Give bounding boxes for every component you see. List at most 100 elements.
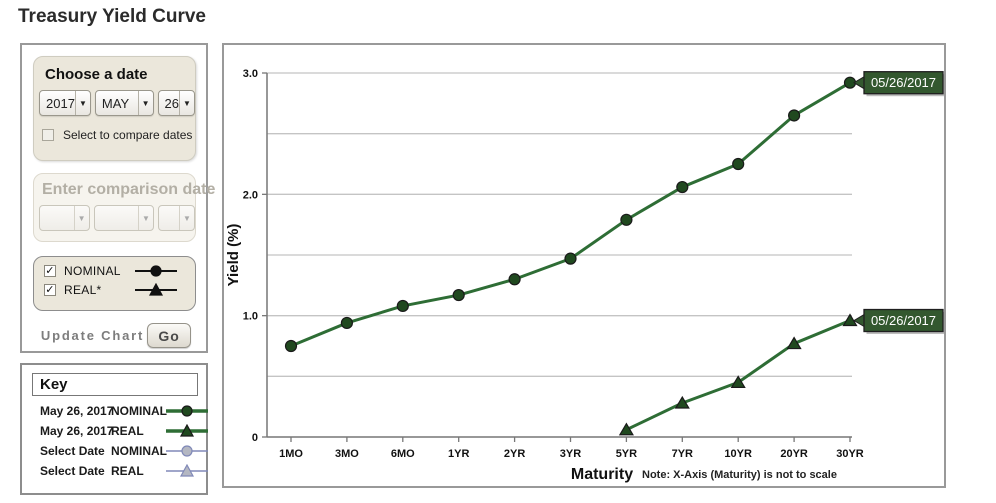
y-tick-label: 3.0 bbox=[243, 68, 258, 80]
real-toggle-row: ✓ REAL* bbox=[34, 278, 195, 297]
chart-panel: 0 1.0 2.0 3.0 1MO 3MO 6MO 1YR 2YR 3YR 5YR 7YR 10YR 20… bbox=[222, 43, 946, 488]
callout-date-label: 05/26/2017 bbox=[871, 75, 936, 90]
axis-note: Note: X-Axis (Maturity) is not to scale bbox=[642, 469, 837, 481]
x-tick-label: 1YR bbox=[448, 448, 469, 460]
nominal-data-point bbox=[396, 299, 409, 313]
y-tick-label: 0 bbox=[252, 432, 258, 444]
circle-marker-symbol bbox=[166, 445, 208, 457]
x-tick-label: 5YR bbox=[616, 448, 637, 460]
choose-date-title: Choose a date bbox=[45, 66, 148, 83]
key-series: REAL bbox=[111, 424, 144, 438]
x-tick-label: 2YR bbox=[504, 448, 525, 460]
x-tick-label: 20YR bbox=[780, 448, 808, 460]
compare-dates-label: Select to compare dates bbox=[63, 128, 193, 142]
x-tick-label: 30YR bbox=[836, 448, 864, 460]
key-row-real-compare: Select Date REAL bbox=[22, 462, 210, 480]
comparison-date-panel: Enter comparison date ▼ ▼ ▼ bbox=[33, 173, 216, 242]
series-toggle-panel: ✓ NOMINAL ✓ REAL* bbox=[33, 256, 196, 311]
key-box: Key May 26, 2017 NOMINAL May 26, 2017 RE… bbox=[20, 363, 208, 495]
key-series: NOMINAL bbox=[111, 404, 167, 418]
go-button[interactable]: Go bbox=[147, 323, 192, 348]
triangle-marker-symbol bbox=[135, 283, 177, 296]
key-row-real-current: May 26, 2017 REAL bbox=[22, 422, 210, 440]
callout-date-label: 05/26/2017 bbox=[871, 313, 936, 328]
day-select[interactable]: 26 ▼ bbox=[157, 90, 195, 116]
chevron-down-icon: ▼ bbox=[73, 206, 89, 230]
circle-marker-symbol bbox=[166, 405, 208, 417]
triangle-marker-symbol bbox=[166, 424, 208, 437]
chevron-down-icon: ▼ bbox=[179, 206, 194, 230]
callout-box bbox=[863, 308, 944, 333]
triangle-marker-symbol bbox=[166, 464, 208, 477]
real-data-point bbox=[730, 375, 746, 388]
comparison-month-select[interactable]: ▼ bbox=[93, 205, 154, 231]
callout-arrow-icon bbox=[853, 75, 866, 91]
nominal-data-point bbox=[452, 288, 465, 302]
x-tick-label: 3MO bbox=[335, 448, 359, 460]
comparison-date-title: Enter comparison date bbox=[42, 181, 216, 198]
real-line-symbol bbox=[134, 283, 178, 297]
key-date: Select Date bbox=[40, 464, 105, 478]
chevron-down-icon: ▼ bbox=[137, 206, 153, 230]
nominal-checkbox[interactable]: ✓ bbox=[44, 265, 56, 277]
nominal-date-callout: 05/26/2017 bbox=[853, 71, 944, 97]
nominal-current-symbol bbox=[165, 404, 209, 418]
key-title: Key bbox=[32, 373, 198, 396]
year-select-value: 2017 bbox=[46, 95, 75, 111]
y-tick-label: 1.0 bbox=[243, 311, 258, 323]
chevron-down-icon[interactable]: ▼ bbox=[137, 91, 153, 115]
compare-dates-checkbox[interactable] bbox=[42, 129, 54, 141]
real-data-point bbox=[786, 336, 802, 350]
y-axis-title: Yield (%) bbox=[225, 224, 242, 287]
x-axis-title: Maturity bbox=[571, 466, 633, 483]
real-date-callout: 05/26/2017 bbox=[853, 308, 944, 335]
chevron-down-icon[interactable]: ▼ bbox=[179, 91, 194, 115]
nominal-data-point bbox=[620, 213, 633, 226]
date-controls-box: Choose a date 2017 ▼ MAY ▼ 26 ▼ Select t… bbox=[20, 43, 216, 353]
page-title: Treasury Yield Curve bbox=[18, 6, 206, 27]
key-date: May 26, 2017 bbox=[40, 404, 114, 418]
day-select-value: 26 bbox=[164, 95, 179, 111]
nominal-series-line bbox=[289, 81, 852, 348]
key-series: REAL bbox=[111, 464, 144, 478]
choose-date-panel: Choose a date 2017 ▼ MAY ▼ 26 ▼ Select t… bbox=[33, 56, 196, 161]
month-select[interactable]: MAY ▼ bbox=[94, 90, 154, 116]
nominal-data-point bbox=[508, 273, 521, 286]
key-date: Select Date bbox=[40, 444, 105, 458]
x-tick-label: 6MO bbox=[391, 448, 415, 460]
real-checkbox[interactable]: ✓ bbox=[44, 284, 56, 296]
x-tick-label: 3YR bbox=[560, 448, 581, 460]
nominal-data-point bbox=[732, 157, 745, 171]
month-select-value: MAY bbox=[101, 95, 130, 111]
comparison-day-select[interactable]: ▼ bbox=[157, 205, 195, 231]
yield-curve-chart: 0 1.0 2.0 3.0 1MO 3MO 6MO 1YR 2YR 3YR 5YR 7YR 10YR 20… bbox=[225, 68, 944, 483]
year-select[interactable]: 2017 ▼ bbox=[39, 90, 91, 116]
real-data-point bbox=[674, 395, 690, 409]
key-row-nominal-current: May 26, 2017 NOMINAL bbox=[22, 402, 210, 420]
update-chart-label: Update Chart bbox=[40, 328, 145, 343]
real-series-line bbox=[624, 319, 852, 432]
chevron-down-icon[interactable]: ▼ bbox=[74, 91, 90, 115]
x-tick-label: 10YR bbox=[724, 448, 752, 460]
key-row-nominal-compare: Select Date NOMINAL bbox=[22, 442, 210, 460]
nominal-line-symbol bbox=[134, 264, 178, 278]
real-data-point bbox=[842, 313, 858, 327]
real-current-symbol bbox=[165, 424, 209, 438]
callout-box bbox=[863, 71, 944, 95]
nominal-data-point bbox=[676, 180, 689, 194]
nominal-data-point bbox=[284, 339, 298, 353]
nominal-data-point bbox=[787, 109, 801, 122]
real-compare-symbol bbox=[165, 464, 209, 478]
real-toggle-label: REAL* bbox=[64, 283, 102, 297]
real-data-point bbox=[618, 422, 634, 436]
nominal-data-point bbox=[564, 252, 577, 265]
x-tick-label: 7YR bbox=[672, 448, 693, 460]
y-tick-label: 2.0 bbox=[243, 189, 258, 201]
circle-marker-symbol bbox=[135, 265, 177, 277]
comparison-year-select[interactable]: ▼ bbox=[39, 205, 90, 231]
nominal-data-point bbox=[340, 316, 354, 330]
nominal-toggle-label: NOMINAL bbox=[64, 264, 121, 278]
x-tick-label: 1MO bbox=[279, 448, 303, 460]
update-chart-row: Update Chart Go bbox=[22, 323, 210, 348]
